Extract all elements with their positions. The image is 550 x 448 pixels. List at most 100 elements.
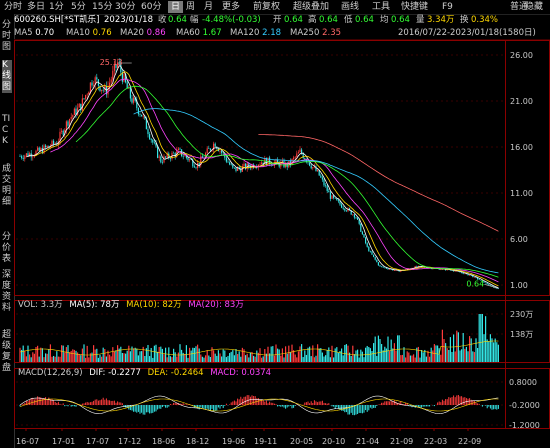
toolbar-item-5[interactable]: 30分 — [115, 2, 136, 12]
candle-body — [269, 157, 271, 165]
macd-bar — [203, 405, 205, 409]
macd-bar — [368, 405, 370, 411]
volume-bar — [141, 351, 143, 362]
macd-bar — [37, 396, 39, 405]
volume-bar — [363, 357, 365, 362]
volume-bar — [251, 351, 253, 362]
volume-bar — [190, 350, 192, 362]
toolbar-item-6[interactable]: 60分 — [141, 2, 162, 12]
candle-body — [137, 108, 139, 115]
volume-bar — [425, 356, 427, 362]
volume-bar — [187, 357, 189, 362]
date-tick-label: 17-07 — [86, 437, 109, 446]
toolbar-item-17[interactable]: 普通 — [510, 2, 529, 12]
candle-body — [256, 167, 258, 168]
volume-bar — [173, 348, 175, 362]
volume-bar — [86, 345, 88, 362]
vol-legend: VOL: 3.3万 MA(5): 78万 MA(10): 82万 MA(20):… — [18, 300, 244, 311]
candle-body — [245, 163, 247, 169]
volume-bar — [409, 355, 411, 362]
volume-bar — [371, 350, 373, 362]
volume-bar — [219, 353, 221, 362]
candle-body — [451, 270, 453, 271]
volume-bar — [65, 347, 67, 362]
toolbar-item-14[interactable]: 工具 — [372, 2, 391, 12]
side-tab-2[interactable]: TICK — [2, 114, 11, 146]
candle-body — [254, 167, 256, 168]
toolbar-item-9[interactable]: 月 — [204, 2, 214, 12]
macd-bar — [497, 405, 499, 409]
macd-bar — [246, 395, 248, 405]
date-tick-label: 21-04 — [356, 437, 379, 446]
macd-legend: MACD(12,26,9) DIF: -0.2277 DEA: -0.2464 … — [18, 368, 271, 379]
macd-bar — [425, 405, 427, 407]
volume-bar — [214, 353, 216, 362]
toolbar-item-2[interactable]: 1分 — [49, 2, 64, 12]
macd-bar — [309, 403, 311, 405]
candle-body — [353, 214, 355, 218]
volume-bar — [293, 350, 295, 362]
toolbar-item-12[interactable]: 超级叠加 — [293, 2, 330, 12]
toolbar-item-10[interactable]: 更多 — [222, 2, 241, 12]
volume-bar — [38, 356, 40, 362]
candle-body — [201, 156, 203, 158]
change-label: 幅 — [190, 15, 199, 25]
toolbar-item-7[interactable]: 日 — [168, 1, 184, 13]
macd-bar — [142, 405, 144, 415]
side-tab-0[interactable]: 分时图 — [2, 20, 12, 52]
toolbar-item-0[interactable]: 分时 — [4, 2, 23, 12]
volume-bar — [78, 353, 80, 362]
volume-bar — [240, 356, 242, 362]
toolbar-item-18[interactable]: 隐藏 — [525, 2, 544, 12]
candle-body — [51, 140, 53, 147]
volume-bar — [493, 342, 495, 362]
toolbar-item-4[interactable]: 15分 — [92, 2, 113, 12]
macd-dea: DEA: -0.2464 — [147, 368, 204, 378]
macd-bar — [126, 405, 128, 408]
ma10-line — [34, 71, 499, 287]
volume-bar — [491, 338, 493, 362]
date-tick-label: 21-09 — [390, 437, 413, 446]
macd-value: MACD: 0.0374 — [210, 368, 272, 378]
toolbar-item-15[interactable]: 快捷键 — [401, 2, 429, 12]
macd-bar — [291, 405, 293, 409]
toolbar-item-3[interactable]: 5分 — [71, 2, 86, 12]
candle-body — [459, 271, 461, 273]
side-tab-3[interactable]: 成交明细 — [2, 164, 12, 207]
side-tab-6[interactable]: 超级复盘 — [2, 330, 12, 373]
side-tab-1[interactable]: K线图 — [2, 60, 12, 93]
candle-body — [117, 62, 119, 68]
macd-bar — [453, 395, 455, 405]
volume-bar — [360, 349, 362, 362]
volume-bar — [123, 353, 125, 362]
candle-body — [173, 152, 175, 154]
side-tab-bar: 分时图 K线图 TICK 成交明细分价表深度资料超级复盘 — [0, 14, 15, 448]
candle-body — [141, 114, 143, 117]
macd-bar — [376, 405, 378, 406]
macd-bar — [461, 396, 463, 405]
volume-bar — [331, 345, 333, 362]
macd-bar — [59, 403, 61, 405]
side-tab-4[interactable]: 分价表 — [2, 232, 12, 264]
high-label: 高 — [308, 15, 317, 25]
volume-bar — [473, 352, 475, 362]
candle-body — [222, 152, 224, 154]
toolbar-item-1[interactable]: 多日 — [27, 2, 46, 12]
candle-body — [77, 107, 79, 115]
toolbar-item-13[interactable]: 画线 — [341, 2, 360, 12]
toolbar-item-16[interactable]: F9 — [442, 2, 453, 12]
ma-legend-ma60: MA60 1.67 — [176, 28, 222, 38]
macd-bar — [230, 402, 232, 405]
candle-body — [371, 251, 373, 255]
candle-body — [174, 153, 176, 157]
side-tab-5[interactable]: 深度资料 — [2, 270, 12, 313]
candle-body — [331, 195, 333, 199]
macd-bar — [117, 401, 119, 405]
volume-bar — [379, 339, 381, 362]
macd-bar — [51, 398, 53, 405]
macd-bar — [493, 405, 495, 410]
candle-body — [477, 277, 479, 280]
toolbar-item-8[interactable]: 周 — [186, 2, 196, 12]
toolbar-item-11[interactable]: 前复权 — [253, 2, 281, 12]
